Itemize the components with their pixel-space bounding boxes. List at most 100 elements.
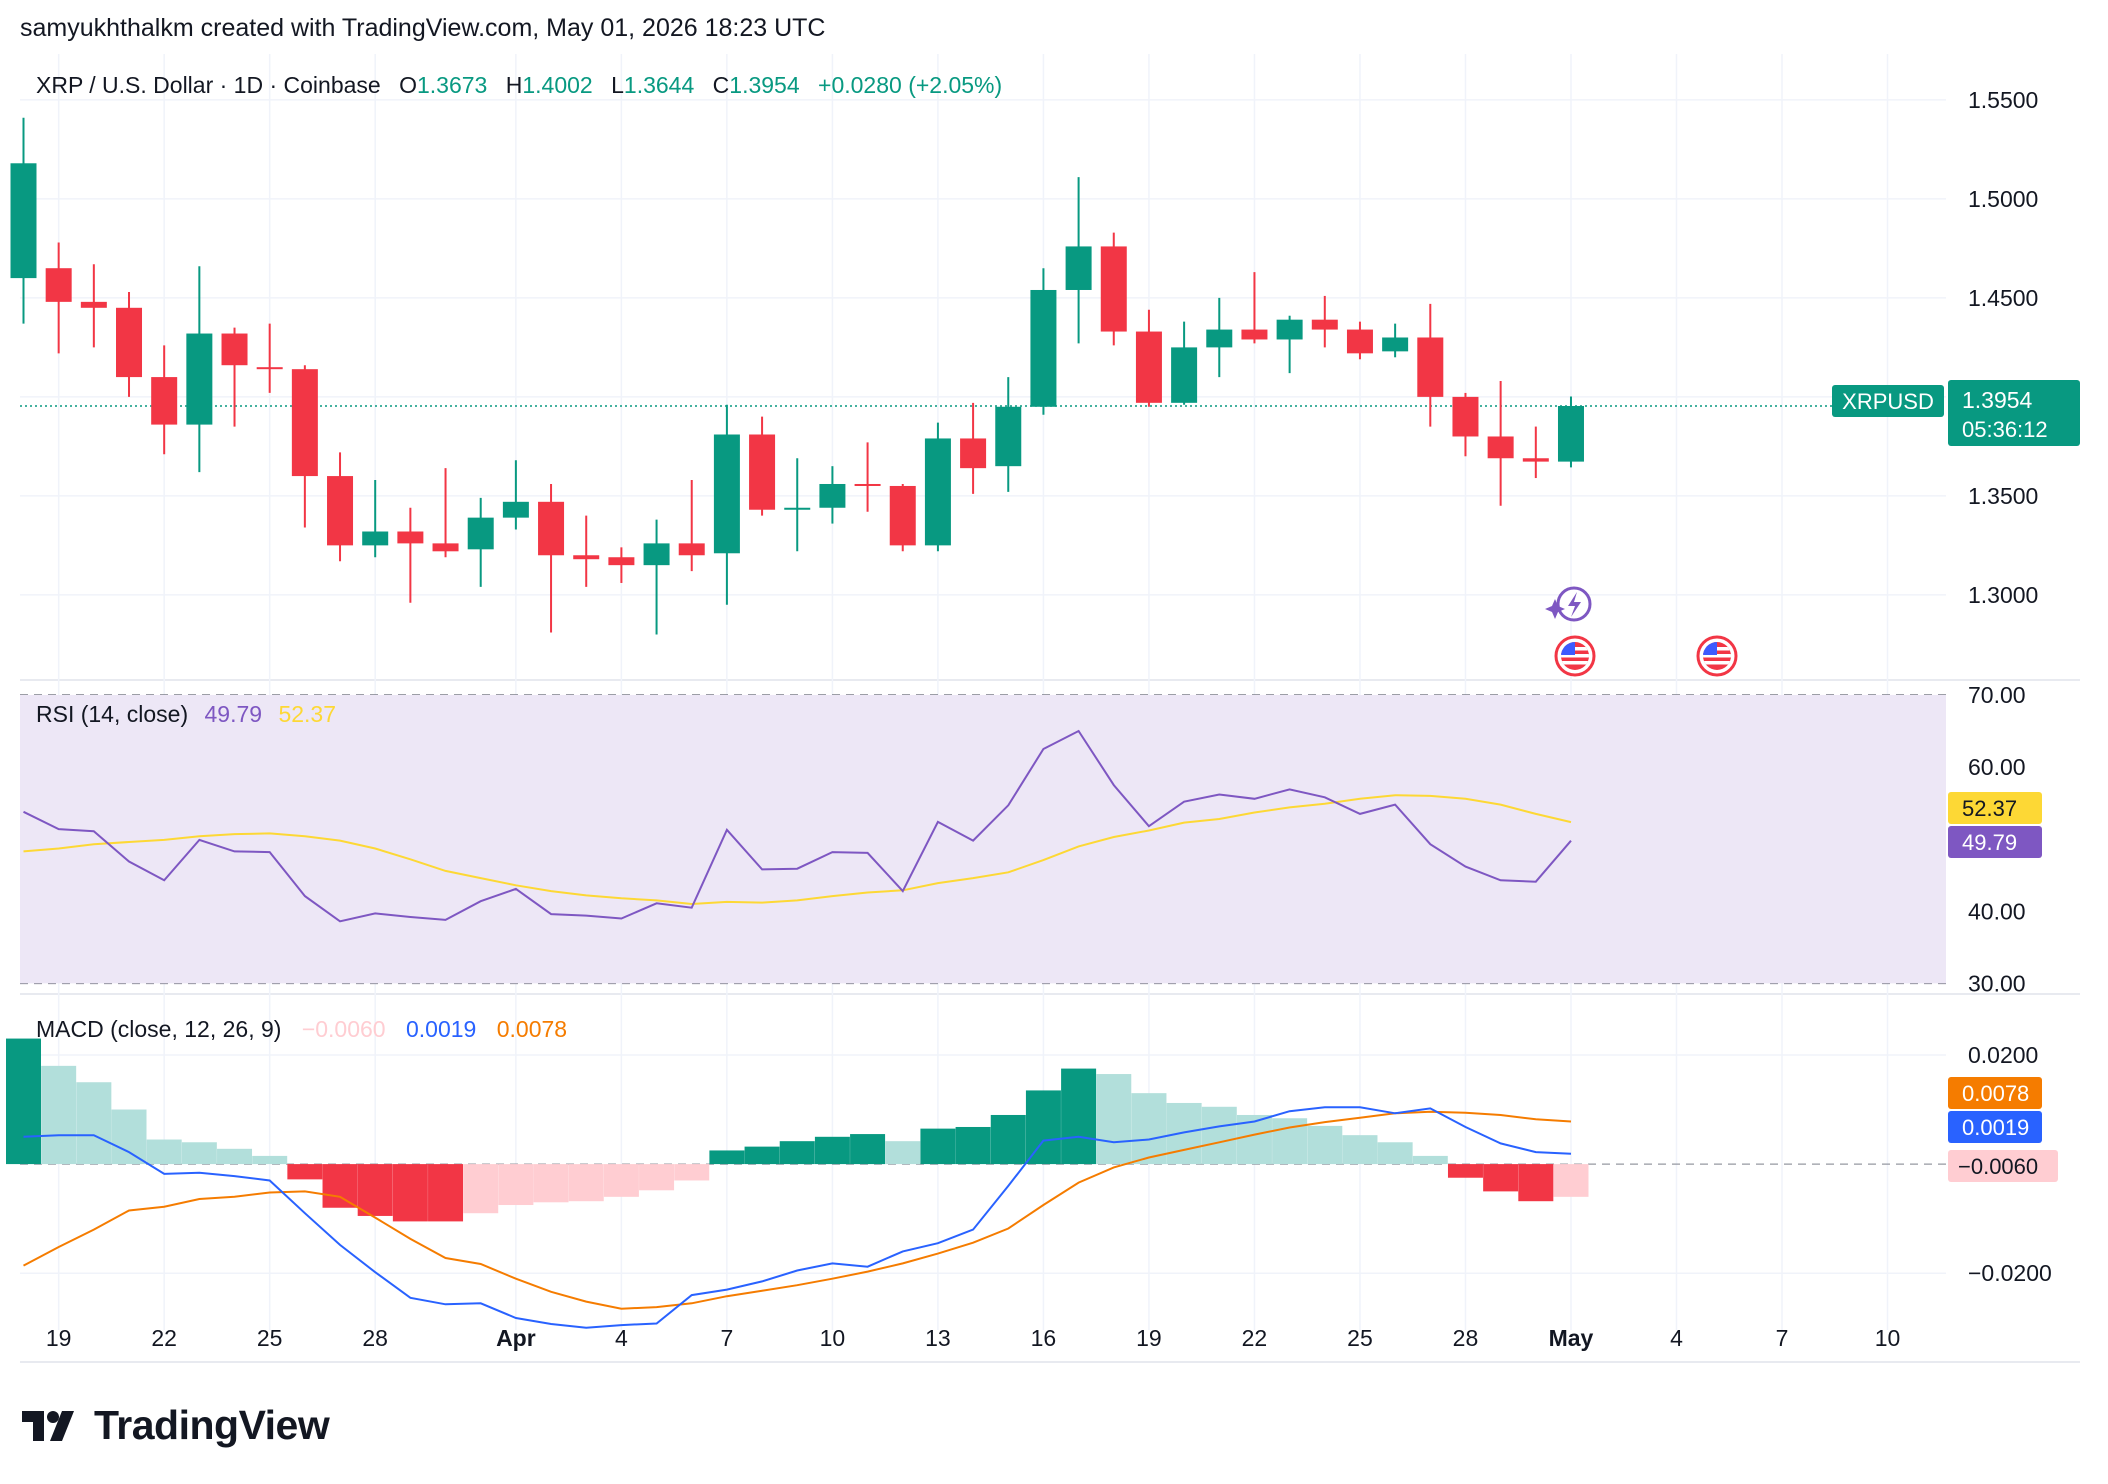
rsi-ma-value-legend: 52.37 — [278, 701, 336, 727]
candle-body — [502, 501, 529, 518]
candle — [362, 480, 389, 558]
candle-body — [1522, 458, 1549, 462]
macd-histogram-bar — [498, 1164, 534, 1206]
ohlc-change: +0.0280 (+2.05%) — [818, 72, 1002, 98]
candle — [1030, 268, 1057, 415]
macd-histogram-bar — [146, 1139, 182, 1165]
us-flag-event-icon[interactable] — [1554, 635, 1596, 677]
x-tick-label: 7 — [1776, 1325, 1789, 1351]
candle — [467, 497, 494, 587]
earnings-flash-icon[interactable] — [1545, 586, 1592, 622]
candle-body — [1311, 319, 1338, 330]
candle-body — [116, 307, 143, 378]
candle-body — [1135, 331, 1162, 403]
macd-line — [23, 1106, 1572, 1329]
candle — [643, 519, 670, 635]
x-tick-label: 7 — [721, 1325, 734, 1351]
candle-body — [1382, 337, 1409, 352]
candle — [1135, 309, 1162, 407]
candle-body — [608, 557, 635, 566]
rsi-badge: 49.79 — [1962, 830, 2017, 855]
candle-body — [713, 434, 740, 554]
candle — [1452, 392, 1479, 457]
candle — [116, 291, 143, 397]
x-tick-label: 13 — [925, 1325, 951, 1351]
x-tick-label: May — [1549, 1325, 1594, 1351]
candle — [1276, 315, 1303, 374]
candle — [221, 327, 248, 427]
event-icons — [1545, 586, 1738, 677]
us-flag-event-icon[interactable] — [1696, 635, 1738, 677]
candle-body — [889, 485, 916, 546]
macd-histogram-bar — [1201, 1106, 1237, 1165]
candle — [995, 377, 1022, 492]
macd-badge: 0.0019 — [1962, 1115, 2029, 1140]
axes-layer: 19 22 25 28 Apr 4 7 10 13 16 19 22 25 28 May 4 7 10 1.5500… — [46, 87, 2052, 1351]
rsi-band — [20, 694, 1946, 984]
candle — [1065, 177, 1092, 344]
candle — [819, 466, 846, 524]
candle-body — [80, 301, 107, 308]
candle — [749, 416, 776, 516]
macd-histogram-bar — [885, 1141, 921, 1165]
ohlc-open: 1.3673 — [417, 72, 487, 98]
candle — [538, 483, 565, 633]
x-tick-label: 25 — [257, 1325, 283, 1351]
rsi-tick-label: 30.00 — [1968, 970, 2026, 996]
macd-histogram-bar — [814, 1136, 850, 1165]
candle — [1382, 323, 1409, 358]
macd-histogram-bar — [41, 1065, 77, 1165]
candle — [924, 422, 951, 552]
candle — [1522, 426, 1549, 479]
rsi-ma-badge: 52.37 — [1962, 796, 2017, 821]
candle-body — [995, 406, 1022, 467]
macd-histogram-bar — [217, 1148, 253, 1165]
rsi-ma-line — [23, 794, 1572, 906]
candle-body — [1487, 436, 1514, 459]
candle — [1417, 303, 1444, 427]
candle-body — [221, 333, 248, 366]
x-tick-label: 22 — [151, 1325, 177, 1351]
macd-histogram-bar — [1377, 1142, 1413, 1165]
macd-histogram-bar — [639, 1164, 675, 1191]
candle — [291, 365, 318, 528]
macd-hist-value-legend: −0.0060 — [302, 1016, 386, 1042]
candle-body — [643, 543, 670, 566]
candle — [960, 402, 987, 494]
price-tick-label: 1.5000 — [1968, 186, 2038, 212]
x-tick-label: 19 — [46, 1325, 72, 1351]
macd-tick-label: 0.0200 — [1968, 1042, 2038, 1068]
candle — [784, 458, 811, 552]
candle — [713, 404, 740, 605]
macd-hist-badge: −0.0060 — [1958, 1154, 2038, 1179]
macd-histogram-bar — [428, 1164, 464, 1222]
tradingview-logo[interactable]: TradingView — [22, 1402, 330, 1449]
rsi-badges: 52.37 49.79 — [1948, 792, 2042, 858]
candle-body — [327, 476, 354, 546]
candle — [1346, 321, 1373, 360]
macd-histogram-bar — [850, 1134, 886, 1165]
candle-body — [1452, 396, 1479, 437]
price-badge-countdown: 05:36:12 — [1962, 417, 2048, 442]
candle-body — [397, 531, 424, 544]
candle-body — [467, 517, 494, 550]
macd-histogram-bar — [76, 1082, 112, 1165]
candle-body — [1030, 289, 1057, 407]
x-tick-label: 28 — [1453, 1325, 1479, 1351]
x-tick-label: 4 — [1670, 1325, 1683, 1351]
macd-histogram-bar — [181, 1142, 217, 1165]
rsi-tick-label: 60.00 — [1968, 754, 2026, 780]
candle-body — [362, 531, 389, 546]
macd-value-legend: 0.0019 — [406, 1016, 476, 1042]
candle — [889, 483, 916, 552]
candle — [608, 547, 635, 583]
rsi-legend: RSI (14, close) 49.79 52.37 — [36, 701, 336, 727]
candle — [80, 264, 107, 348]
chart-attribution: samyukhthalkm created with TradingView.c… — [20, 14, 826, 42]
candle-body — [186, 333, 213, 425]
tradingview-logo-icon — [22, 1410, 74, 1441]
candle-body — [1171, 347, 1198, 403]
candle-body — [1417, 337, 1444, 397]
x-tick-label: 10 — [820, 1325, 846, 1351]
